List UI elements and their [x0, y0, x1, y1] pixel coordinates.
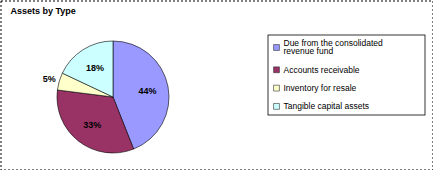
svg-text:33%: 33%: [83, 120, 101, 130]
svg-text:Due from the consolidatedreven: Due from the consolidatedrevenue fund: [284, 38, 383, 57]
svg-text:18%: 18%: [86, 63, 104, 73]
svg-text:Tangible capital assets: Tangible capital assets: [284, 101, 370, 111]
svg-text:Accounts receivable: Accounts receivable: [284, 65, 360, 75]
svg-text:44%: 44%: [139, 86, 157, 96]
svg-text:Assets by Type: Assets by Type: [11, 6, 76, 16]
svg-text:5%: 5%: [43, 74, 56, 84]
svg-text:Inventory for resale: Inventory for resale: [284, 83, 357, 93]
